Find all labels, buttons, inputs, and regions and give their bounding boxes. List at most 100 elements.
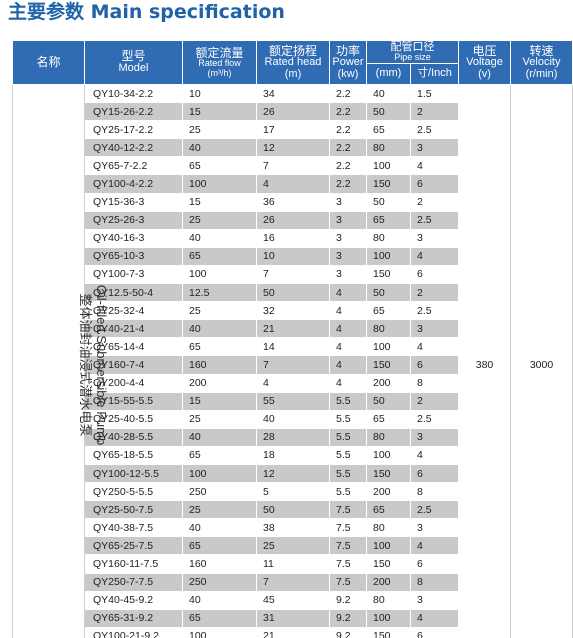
header-head-unit: (m) (284, 67, 302, 80)
head-cell: 26 (256, 102, 330, 122)
head-cell: 7 (256, 156, 330, 176)
head-cell: 11 (256, 554, 330, 574)
model-cell: QY100-4-2.2 (84, 174, 183, 194)
pipe-inch-cell: 2.5 (410, 211, 459, 230)
head-cell: 18 (256, 446, 330, 465)
pipe-mm-cell: 150 (366, 174, 411, 194)
flow-cell: 25 (182, 301, 257, 321)
model-cell: QY25-50-7.5 (84, 500, 183, 520)
pipe-mm-cell: 200 (366, 374, 411, 393)
pipe-inch-cell: 8 (410, 482, 459, 502)
power-cell: 3 (329, 211, 367, 230)
flow-cell: 65 (182, 536, 257, 556)
flow-cell: 15 (182, 102, 257, 122)
header-voltage-cn: 电压 (472, 43, 497, 58)
flow-cell: 65 (182, 247, 257, 266)
table-row: QY40-12-2.2 40 12 2.2 80 3 (13, 138, 573, 158)
head-cell: 7 (256, 265, 330, 285)
head-cell: 36 (256, 193, 330, 212)
pipe-inch-cell: 4 (410, 247, 459, 266)
table-row: QY65-14-4 65 14 4 100 4 (13, 337, 573, 357)
table-row: QY65-31-9.2 65 31 9.2 100 4 (13, 609, 573, 628)
pipe-inch-cell: 2 (410, 392, 459, 411)
model-cell: QY40-12-2.2 (84, 138, 183, 158)
pipe-inch-cell: 2.5 (410, 500, 459, 520)
model-cell: QY160-7-4 (84, 355, 183, 375)
model-cell: QY15-36-3 (84, 193, 183, 212)
model-cell: QY25-32-4 (84, 301, 183, 321)
table-row: QY40-28-5.5 40 28 5.5 80 3 (13, 428, 573, 447)
pipe-inch-cell: 3 (410, 428, 459, 447)
model-cell: QY40-28-5.5 (84, 428, 183, 447)
flow-cell: 100 (182, 464, 257, 484)
header-power-unit: (kw) (337, 67, 359, 80)
header-name-cn: 名称 (36, 55, 61, 70)
header-pipe-cn: 配管口径 (390, 40, 435, 53)
pipe-inch-cell: 4 (410, 337, 459, 357)
power-cell: 7.5 (329, 518, 367, 538)
model-cell: QY100-12-5.5 (84, 464, 183, 484)
head-cell: 5 (256, 482, 330, 502)
pipe-mm-cell: 40 (366, 84, 411, 104)
head-cell: 50 (256, 500, 330, 520)
table-row: QY100-7-3 100 7 3 150 6 (13, 265, 573, 285)
power-cell: 3 (329, 193, 367, 212)
header-velocity: 转速 Velocity (r/min) (510, 40, 573, 85)
table-row: QY160-11-7.5 160 11 7.5 150 6 (13, 554, 573, 574)
pipe-inch-cell: 2 (410, 102, 459, 122)
pipe-mm-cell: 150 (366, 355, 411, 375)
table-row: QY15-26-2.2 15 26 2.2 50 2 (13, 102, 573, 122)
flow-cell: 40 (182, 591, 257, 610)
header-flow-cn: 额定流量 (195, 45, 244, 60)
model-cell: QY65-10-3 (84, 247, 183, 266)
table-row: QY25-26-3 25 26 3 65 2.5 (13, 211, 573, 230)
power-cell: 2.2 (329, 174, 367, 194)
header-head: 额定扬程 Rated head (m) (256, 40, 330, 85)
head-cell: 10 (256, 247, 330, 266)
pipe-mm-cell: 100 (366, 609, 411, 628)
flow-cell: 65 (182, 337, 257, 357)
header-flow-unit: (m³/h) (207, 67, 232, 78)
head-cell: 34 (256, 84, 330, 104)
pipe-inch-cell: 2.5 (410, 120, 459, 140)
voltage-cell: 380 (458, 84, 511, 638)
power-cell: 7.5 (329, 573, 367, 592)
pipe-mm-cell: 100 (366, 337, 411, 357)
flow-cell: 65 (182, 156, 257, 176)
header-head-en: Rated head (264, 56, 322, 69)
model-cell: QY250-5-5.5 (84, 482, 183, 502)
head-cell: 12 (256, 138, 330, 158)
table-row: Oil-filled Submersible Pump 整体油封油浸式潜水电泵 QY… (12, 84, 573, 638)
model-cell: QY200-4-4 (84, 374, 183, 393)
product-name-cn: 整体油封油浸式潜水电泵 (78, 293, 94, 437)
pipe-inch-cell: 3 (410, 591, 459, 610)
flow-cell: 160 (182, 554, 257, 574)
pipe-mm-cell: 65 (366, 410, 411, 429)
pipe-inch-cell: 3 (410, 319, 459, 339)
model-cell: QY65-18-5.5 (84, 446, 183, 465)
model-cell: QY100-21-9.2 (84, 627, 183, 638)
flow-cell: 250 (182, 482, 257, 502)
head-cell: 26 (256, 211, 330, 230)
header-name: 名称 (12, 40, 85, 85)
head-cell: 7 (256, 355, 330, 375)
power-cell: 5.5 (329, 410, 367, 429)
power-cell: 7.5 (329, 500, 367, 520)
model-cell: QY65-14-4 (84, 337, 183, 357)
header-voltage-unit: (v) (478, 67, 491, 80)
pipe-mm-cell: 65 (366, 301, 411, 321)
model-cell: QY12.5-50-4 (84, 283, 183, 303)
head-cell: 21 (256, 627, 330, 638)
table-row: QY25-32-4 25 32 4 65 2.5 (13, 301, 573, 321)
header-model-cn: 型号 (121, 49, 146, 64)
model-cell: QY10-34-2.2 (84, 84, 183, 104)
power-cell: 4 (329, 319, 367, 339)
pipe-inch-cell: 3 (410, 229, 459, 248)
pipe-inch-cell: 6 (410, 174, 459, 194)
flow-cell: 100 (182, 627, 257, 638)
model-cell: QY100-7-3 (84, 265, 183, 285)
model-cell: QY40-16-3 (84, 229, 183, 248)
model-cell: QY40-21-4 (84, 319, 183, 339)
pipe-inch-cell: 1.5 (410, 84, 459, 104)
velocity-cell: 3000 (510, 84, 573, 638)
